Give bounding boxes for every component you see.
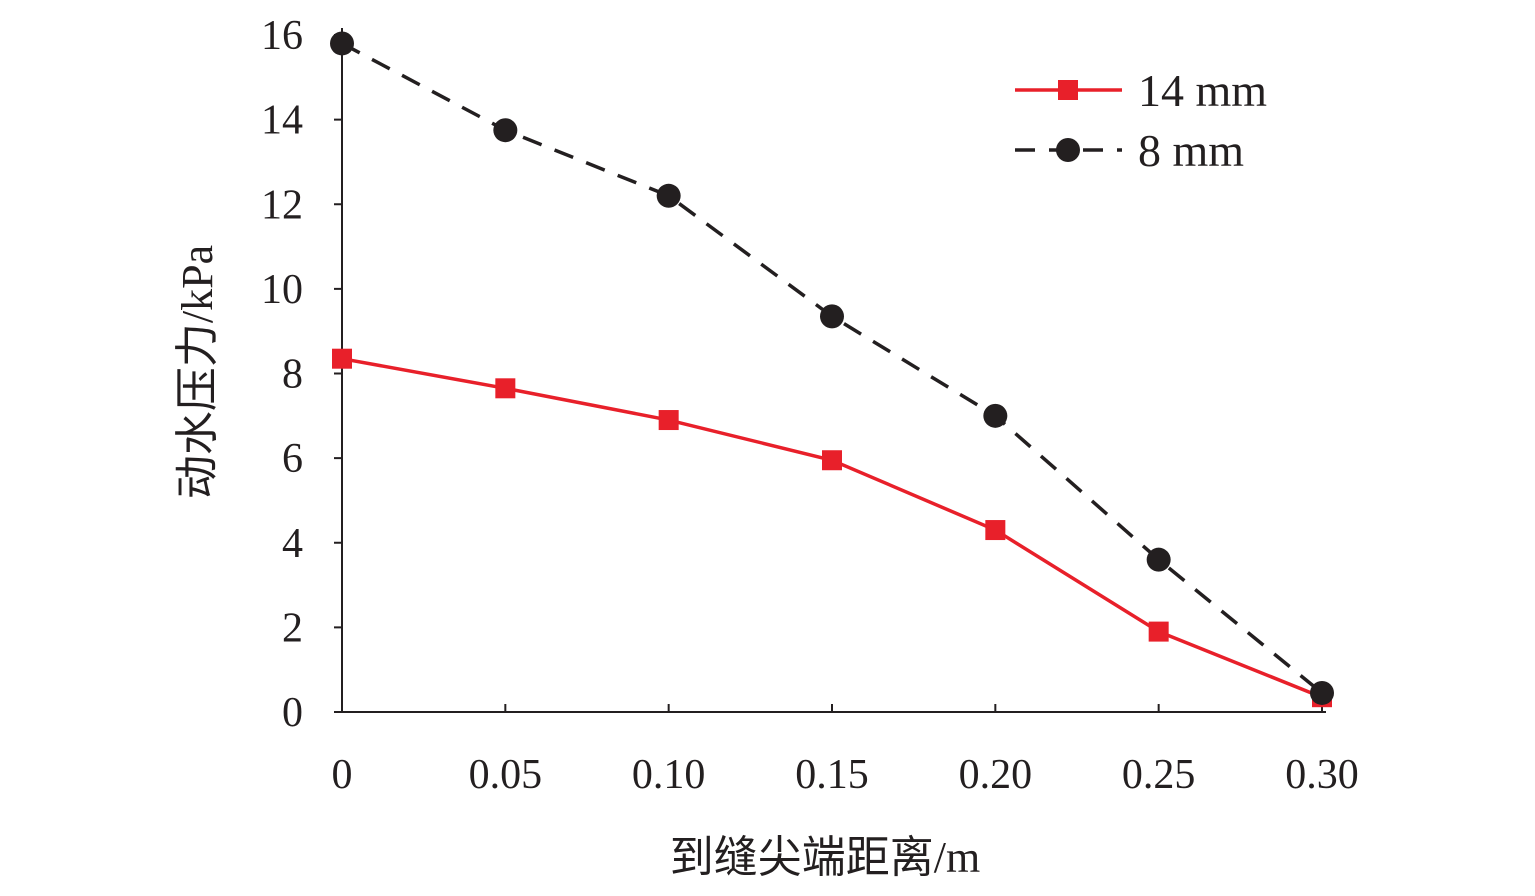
data-point: [332, 348, 352, 369]
y-tick-label: 16: [261, 13, 303, 59]
x-tick-label: 0.10: [632, 752, 706, 798]
y-tick-label: 4: [282, 521, 303, 567]
x-tick-label: 0.15: [795, 752, 869, 798]
legend-marker: [1056, 138, 1080, 162]
y-axis-title: 动水压力/kPa: [173, 245, 222, 499]
data-point: [495, 378, 516, 399]
data-point: [820, 304, 844, 329]
legend: 14 mm 8 mm: [1015, 65, 1267, 176]
data-point: [822, 450, 842, 471]
data-point: [985, 520, 1006, 541]
x-tick-label: 0.30: [1285, 752, 1359, 798]
data-point: [493, 118, 518, 143]
series-0: [332, 348, 1332, 708]
y-tick-label: 8: [282, 352, 303, 398]
x-tick-label: 0.25: [1122, 752, 1196, 798]
y-tick-label: 12: [261, 182, 303, 228]
y-tick-label: 2: [282, 605, 303, 651]
data-point: [1148, 621, 1169, 642]
x-axis-title: 到缝尖端距离/m: [670, 833, 980, 882]
series-line: [341, 356, 1323, 699]
legend-label: 14 mm: [1138, 65, 1267, 116]
series-group: [330, 31, 1334, 708]
legend-marker: [1058, 80, 1078, 100]
axes: 0 2 4 6 8 10 12 14 16 0 0.05 0.10 0.15 0.20 0.25 0.30: [261, 13, 1359, 798]
data-point: [330, 31, 354, 56]
y-tick-label: 14: [261, 98, 303, 144]
legend-item: 14 mm: [1015, 65, 1267, 116]
y-tick-label: 6: [282, 436, 303, 482]
legend-label: 8 mm: [1138, 125, 1244, 176]
x-tick-label: 0.20: [959, 752, 1033, 798]
x-tick-label: 0: [332, 752, 353, 798]
data-point: [983, 403, 1008, 428]
y-tick-label: 0: [282, 690, 303, 736]
x-tick-label: 0.05: [469, 752, 543, 798]
data-point: [1310, 680, 1334, 705]
series-1: [330, 31, 1334, 705]
data-point: [658, 410, 679, 431]
legend-item: 8 mm: [1015, 125, 1244, 176]
data-point: [1146, 547, 1171, 572]
y-tick-label: 10: [261, 267, 303, 313]
data-point: [656, 183, 681, 208]
